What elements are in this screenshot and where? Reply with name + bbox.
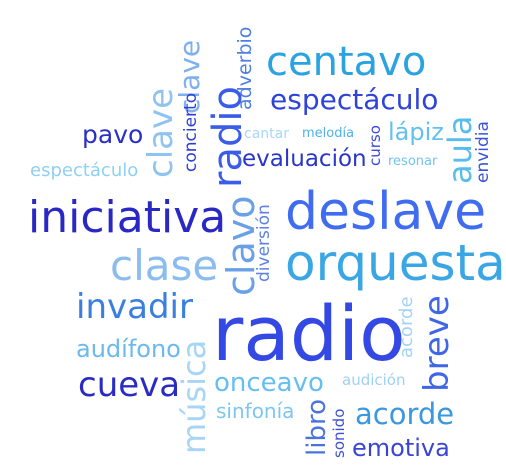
word-melodia: melodía xyxy=(302,126,355,141)
word-cantar: cantar xyxy=(244,126,289,142)
word-curso: curso xyxy=(366,125,384,166)
word-espectaculo-2: espectáculo xyxy=(30,160,139,181)
word-radio: radio xyxy=(205,86,251,188)
word-clave-2: clave xyxy=(141,87,181,178)
word-sonido: sonido xyxy=(330,408,348,458)
word-lapiz: lápiz xyxy=(388,118,444,146)
word-libro: libro xyxy=(302,399,332,456)
word-espectaculo-1: espectáculo xyxy=(270,83,439,116)
word-breve: breve xyxy=(417,295,457,392)
word-iniciativa: iniciativa xyxy=(28,192,227,243)
word-acorde-2: acorde xyxy=(355,397,455,431)
word-radio-2: radio xyxy=(212,289,406,378)
word-musica: música xyxy=(175,339,213,454)
word-audicion: audición xyxy=(342,371,406,389)
word-audifono: audífono xyxy=(76,335,181,363)
word-deslave: deslave xyxy=(285,182,487,242)
word-envidia: envidia xyxy=(473,121,493,183)
word-onceavo: onceavo xyxy=(214,368,324,398)
word-clavo: clavo xyxy=(219,195,263,296)
word-sinfonia: sinfonía xyxy=(216,399,295,423)
word-orquesta: orquesta xyxy=(285,234,506,292)
word-evaluacion: evaluación xyxy=(242,146,367,172)
word-invadir: invadir xyxy=(76,287,193,327)
word-emotiva: emotiva xyxy=(352,434,450,462)
word-centavo: centavo xyxy=(266,39,427,85)
word-cueva: cueva xyxy=(78,365,181,405)
word-acorde: acorde xyxy=(396,296,417,358)
word-concierto: concierto xyxy=(181,92,201,172)
word-aula: aula xyxy=(441,115,479,184)
word-pavo: pavo xyxy=(82,120,144,149)
word-clase: clase xyxy=(110,241,219,290)
word-resonar: resonar xyxy=(388,154,438,169)
